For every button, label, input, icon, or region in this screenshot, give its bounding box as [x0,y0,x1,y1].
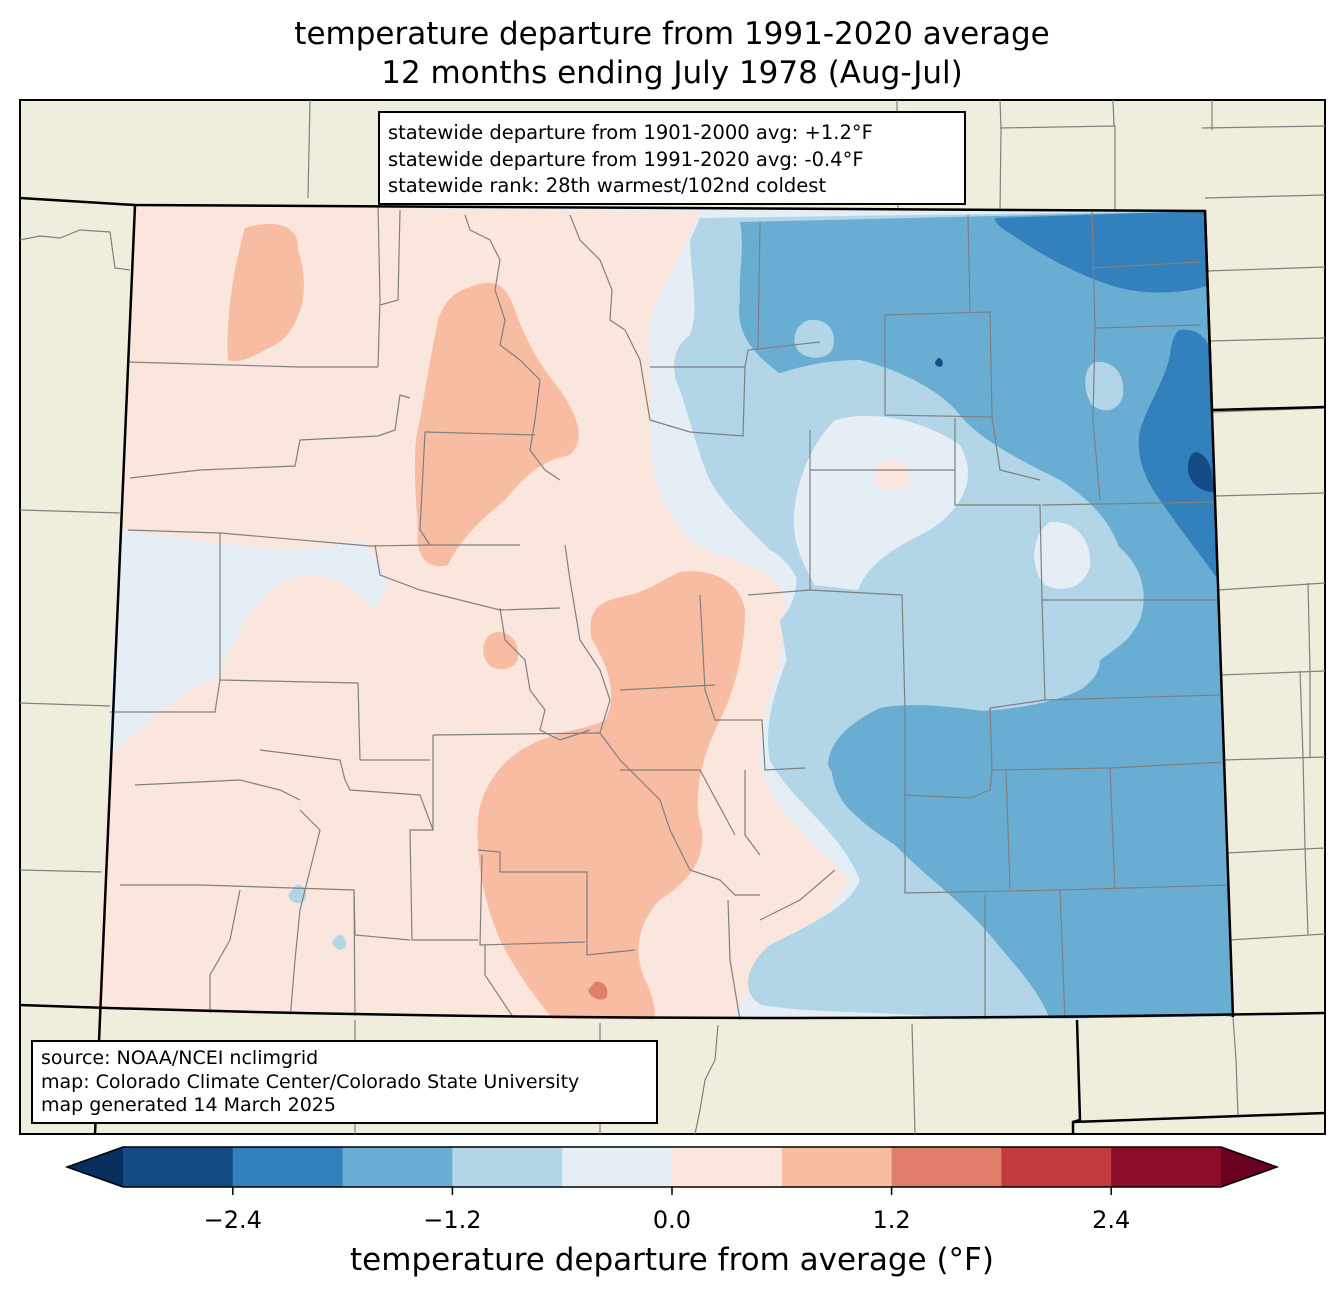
colorbar-tick-label: 2.4 [1092,1206,1131,1234]
colorbar-segment [562,1147,673,1187]
generated-date-line: map generated 14 March 2025 [41,1094,336,1116]
map-credit-line: map: Colorado Climate Center/Colorado St… [41,1070,580,1093]
contour-band-neutral-cool [793,415,969,590]
colorbar-segment [1001,1147,1112,1187]
contour-band-slight-cool [288,884,306,904]
contour-band-darkest-cool [1187,452,1214,492]
contour-band-slight-warm [874,459,910,491]
source-line: source: NOAA/NCEI nclimgrid [41,1047,319,1069]
colorbar-label: temperature departure from average (°F) [350,1242,994,1278]
statewide-stats-box: statewide departure from 1901-2000 avg: … [378,111,966,205]
stats-rank: statewide rank: 28th warmest/102nd colde… [388,174,827,197]
colorbar-segment [781,1147,893,1187]
colorbar-tick-label: 1.2 [872,1206,911,1234]
contour-band-strong-cool [995,211,1210,293]
map-title-line1: temperature departure from 1991-2020 ave… [294,16,1050,52]
contour-band-slight-cool [332,934,347,950]
colorbar-tick-label: −2.4 [203,1206,262,1234]
colorbar-segment [891,1147,1002,1187]
contour-band-moderate-warm [227,223,304,362]
contour-band-moderate-warm [483,632,519,670]
colorbar [64,1146,1280,1195]
neighbor-county-lines [20,100,1325,1134]
colorbar-segment [672,1147,783,1187]
colorbar-tick-label: −1.2 [423,1206,482,1234]
contour-band-moderate-warm [477,571,745,1020]
contour-band-neutral-cool [1034,521,1091,589]
contour-band-moderate-cool [831,558,1233,1017]
colorbar-under-arrow [67,1147,123,1187]
colorbar-segment [123,1147,234,1187]
colorbar-outline [64,1146,1280,1188]
colorbar-tick-label: 0.0 [652,1206,692,1234]
contour-band-moderate-warm [414,282,579,567]
state-borders [20,196,1325,1134]
colorbar-segment [1111,1147,1222,1187]
source-info-box: source: NOAA/NCEI nclimgrid map: Colorad… [31,1040,658,1124]
colorbar-segment [232,1147,344,1187]
contour-band-darkest-cool [935,358,943,367]
colorbar-segment [342,1147,453,1187]
contour-band-strong-cool [1138,329,1218,580]
contour-band-strong-warm [588,981,608,1000]
contour-band-slight-cool [794,319,834,358]
colorbar-over-arrow [1221,1147,1277,1187]
stats-departure-1991-2020: statewide departure from 1991-2020 avg: … [388,147,864,171]
colorbar-segment [452,1147,563,1187]
temperature-contours [95,205,1233,1020]
contour-band-slight-cool [1085,361,1124,411]
stats-departure-1901-2000: statewide departure from 1901-2000 avg: … [388,121,873,144]
colorado-county-lines [110,205,1231,1020]
map-title-line2: 12 months ending July 1978 (Aug-Jul) [381,55,963,91]
